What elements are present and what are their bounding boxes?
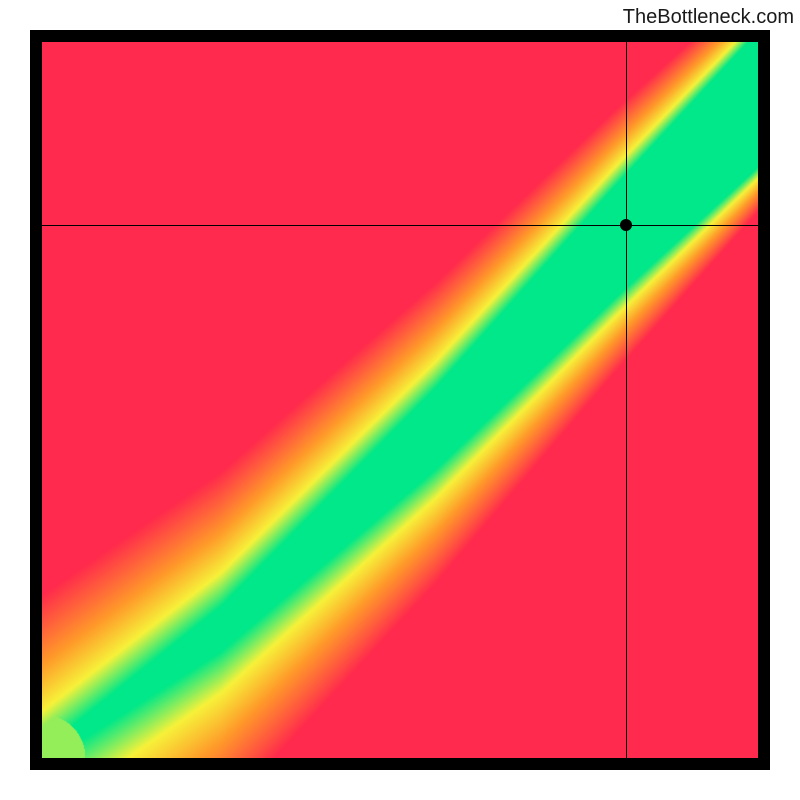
heatmap-canvas [42,42,758,758]
bottleneck-heatmap-frame [30,30,770,770]
heatmap-canvas-wrap [42,42,758,758]
watermark-text: TheBottleneck.com [623,6,794,29]
crosshair-vertical [626,42,627,758]
crosshair-horizontal [42,225,758,226]
crosshair-marker[interactable] [620,219,632,231]
